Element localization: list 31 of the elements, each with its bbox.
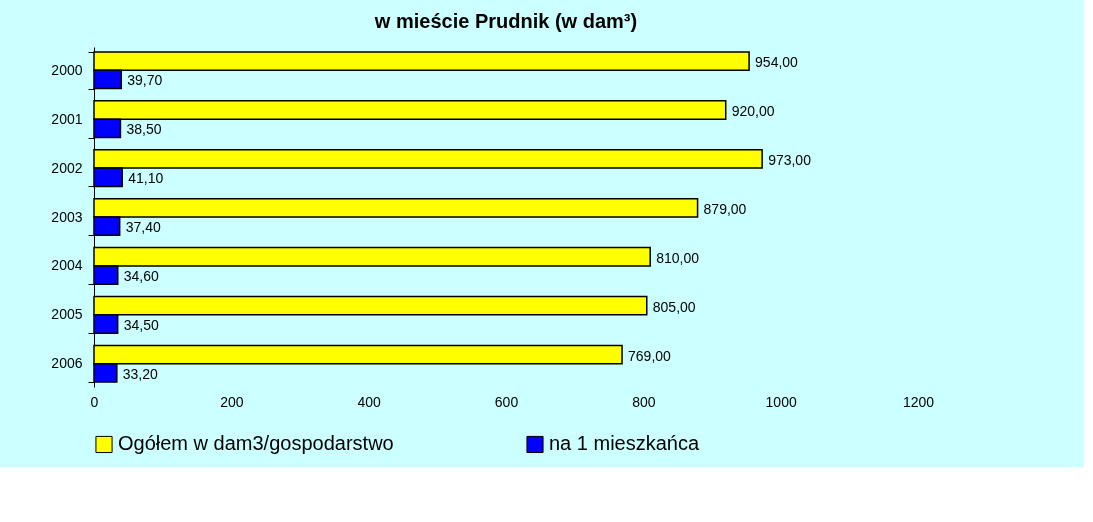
data-label: 954,00 (755, 54, 799, 71)
data-label: 33,20 (122, 365, 159, 382)
data-label: 920,00 (731, 102, 775, 119)
legend-label: Ogółem w dam3/gospodarstwo (118, 432, 394, 455)
data-label: 38,50 (126, 121, 162, 138)
data-label: 810,00 (656, 249, 700, 266)
x-tick-label: 1200 (902, 393, 935, 410)
y-tick-label: 2005 (51, 306, 83, 323)
y-tick-label: 2002 (51, 159, 83, 176)
data-label: 34,60 (123, 268, 160, 285)
data-label: 769,00 (628, 347, 672, 364)
data-label: 879,00 (703, 200, 747, 217)
x-tick-label: 1000 (765, 393, 797, 410)
x-tick-label: 200 (220, 393, 244, 410)
data-label: 41,10 (128, 170, 164, 187)
data-label: 37,40 (125, 219, 161, 236)
data-label: 805,00 (652, 298, 696, 315)
x-tick-label: 800 (632, 393, 656, 410)
y-tick-label: 2006 (51, 355, 83, 372)
data-label: 973,00 (768, 151, 812, 168)
legend-label: na 1 mieszkańca (549, 432, 700, 455)
x-tick-label: 0 (90, 393, 99, 410)
x-tick-label: 400 (357, 393, 382, 410)
chart-title: w mieście Prudnik (w dam³) (373, 10, 638, 32)
y-tick-label: 2004 (51, 257, 83, 274)
y-tick-label: 2000 (51, 61, 83, 78)
data-label: 39,70 (127, 72, 163, 89)
x-tick-label: 600 (494, 393, 519, 410)
y-tick-label: 2003 (51, 208, 83, 225)
data-label: 34,50 (123, 317, 159, 334)
y-tick-label: 2001 (51, 110, 83, 127)
